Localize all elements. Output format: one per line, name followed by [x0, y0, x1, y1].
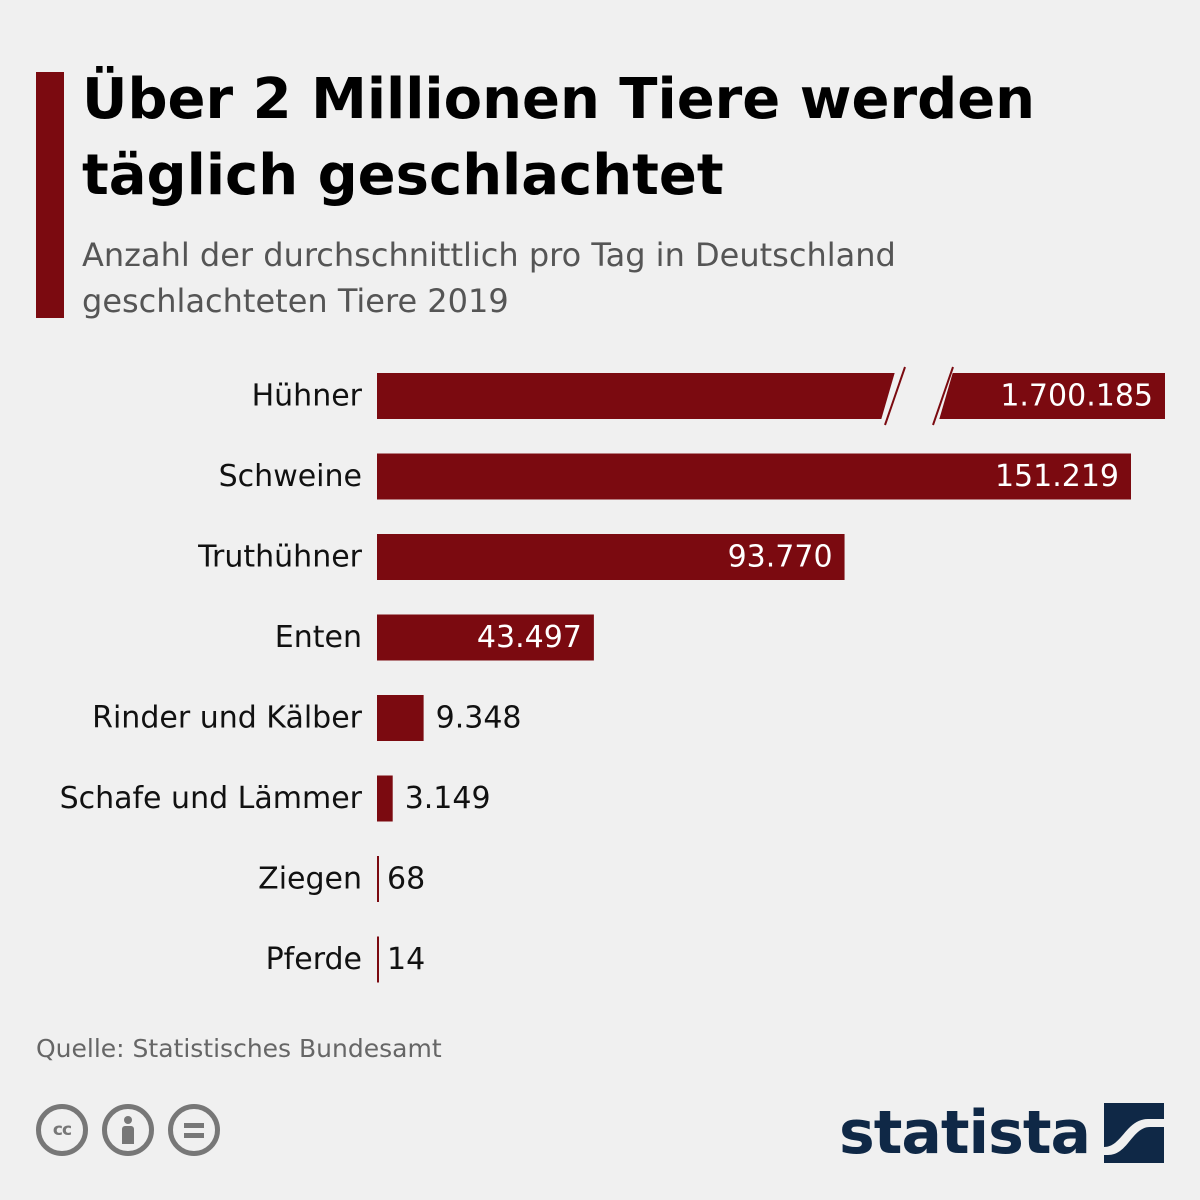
- cc-icon-text: cc: [52, 1120, 72, 1140]
- statista-logo-icon: [1104, 1103, 1164, 1163]
- bar-chart: Hühner 1.700.185 Schweine 151.219 Truthühner…: [60, 365, 1165, 983]
- category-label: Rinder und Kälber: [92, 701, 363, 736]
- bar: [377, 373, 1165, 419]
- category-label: Schafe und Lämmer: [60, 781, 363, 816]
- category-label: Pferde: [266, 942, 362, 977]
- value-label: 3.149: [405, 781, 491, 816]
- bar: [377, 695, 424, 741]
- axis-break-line: [884, 366, 906, 426]
- axis-break-line: [932, 366, 954, 426]
- title-accent-bar: [36, 72, 64, 318]
- brand-name: statista: [838, 1098, 1091, 1168]
- bar: [377, 936, 379, 983]
- value-label: 151.219: [995, 459, 1119, 494]
- chart-title: Über 2 Millionen Tiere werden täglich ge…: [82, 67, 1036, 208]
- bar: [377, 453, 1131, 500]
- creative-commons-icon: cc: [36, 1104, 88, 1156]
- value-label: 93.770: [728, 540, 833, 575]
- value-label: 43.497: [477, 620, 582, 655]
- category-label: Schweine: [219, 459, 362, 494]
- axis-break-gap: [879, 365, 955, 427]
- category-label: Truthühner: [197, 540, 363, 575]
- category-label: Ziegen: [258, 862, 362, 897]
- no-derivatives-icon: [168, 1104, 220, 1156]
- statista-logo: statista: [839, 1098, 1164, 1168]
- bar: [377, 775, 393, 822]
- value-label: 68: [387, 862, 425, 897]
- value-label: 9.348: [436, 701, 522, 736]
- license-icons: cc: [36, 1104, 220, 1156]
- bar: [377, 534, 845, 580]
- value-label: 14: [387, 942, 425, 977]
- bar: [377, 856, 379, 902]
- bar: [377, 614, 594, 661]
- chart-subtitle: Anzahl der durchschnittlich pro Tag in D…: [82, 236, 896, 320]
- category-label: Hühner: [252, 379, 363, 414]
- category-label: Enten: [275, 620, 362, 655]
- value-label: 1.700.185: [1000, 379, 1153, 414]
- source-note: Quelle: Statistisches Bundesamt: [36, 1034, 442, 1063]
- attribution-icon: [102, 1104, 154, 1156]
